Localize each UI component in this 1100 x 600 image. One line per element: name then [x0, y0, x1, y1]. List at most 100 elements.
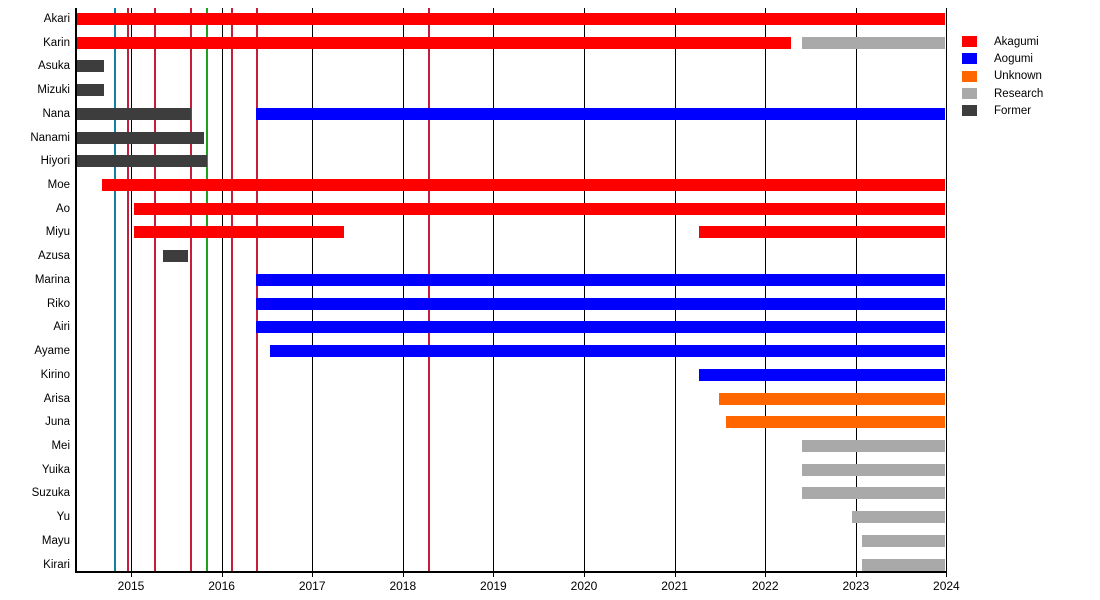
- member-name-label: Miyu: [45, 226, 70, 239]
- event-line: [127, 8, 130, 571]
- legend-item: Aogumi: [956, 50, 1043, 67]
- legend-label: Unknown: [994, 70, 1042, 83]
- year-gridline: [674, 8, 676, 571]
- member-name-label: Yu: [56, 511, 70, 524]
- x-axis-tick: [584, 571, 585, 577]
- year-gridline: [584, 8, 585, 571]
- y-axis-line: [75, 8, 77, 571]
- timeline-bar: [269, 345, 946, 358]
- x-axis-tick: [946, 571, 948, 577]
- member-name-label: Azusa: [38, 250, 70, 263]
- legend-item: Akagumi: [956, 33, 1043, 50]
- x-axis-tick-label: 2015: [117, 579, 145, 593]
- event-line: [113, 8, 116, 571]
- legend-swatch: [962, 105, 977, 117]
- member-name-label: Yuika: [41, 463, 70, 476]
- legend-label: Research: [994, 87, 1044, 100]
- year-gridline: [946, 8, 948, 571]
- x-axis-tick: [402, 571, 404, 577]
- member-name-label: Ayame: [34, 345, 70, 358]
- legend-label: Former: [994, 104, 1032, 117]
- x-axis-tick: [131, 571, 132, 577]
- member-name-label: Nanami: [30, 131, 70, 144]
- timeline-bar: [102, 179, 946, 192]
- timeline-bar: [76, 84, 104, 97]
- legend-item: Unknown: [956, 68, 1043, 85]
- member-name-label: Hiyori: [40, 155, 70, 168]
- member-name-label: Marina: [34, 273, 70, 286]
- member-name-label: Mayu: [41, 534, 70, 547]
- timeline-bar: [699, 368, 946, 381]
- timeline-bar: [162, 250, 189, 263]
- timeline-bar: [76, 36, 791, 49]
- timeline-bar: [76, 60, 104, 73]
- legend-swatch: [962, 70, 977, 82]
- event-line: [428, 8, 431, 571]
- member-name-label: Kirino: [40, 368, 70, 381]
- x-axis-tick-label: 2022: [751, 579, 779, 593]
- legend-label: Aogumi: [994, 52, 1033, 65]
- member-name-label: Asuka: [38, 60, 70, 73]
- timeline-bar: [256, 273, 946, 286]
- timeline-bar: [718, 392, 946, 405]
- member-name-label: Riko: [46, 297, 70, 310]
- timeline-bar: [802, 463, 946, 476]
- x-axis-tick: [674, 571, 676, 577]
- timeline-bar: [76, 13, 946, 25]
- event-line: [153, 8, 156, 571]
- timeline-bar: [256, 107, 946, 120]
- member-name-label: Airi: [53, 321, 70, 334]
- x-axis-tick: [221, 571, 223, 577]
- legend-swatch: [962, 36, 977, 48]
- timeline-bar: [802, 487, 946, 500]
- event-line: [206, 8, 209, 571]
- timeline-bar: [802, 439, 946, 452]
- event-line: [255, 8, 258, 571]
- timeline-bar: [133, 202, 946, 215]
- x-axis-line: [75, 571, 948, 573]
- legend-swatch: [962, 88, 977, 100]
- x-axis-tick-label: 2017: [298, 579, 326, 593]
- legend: Akagumi Aogumi Unknown Research Former: [956, 33, 1043, 119]
- year-gridline: [221, 8, 223, 571]
- member-name-label: Moe: [47, 179, 70, 192]
- timeline-bar: [802, 36, 946, 49]
- member-name-label: Ao: [55, 202, 70, 215]
- timeline-bar: [256, 297, 946, 310]
- legend-label: Akagumi: [994, 35, 1039, 48]
- timeline-bar: [862, 558, 946, 571]
- member-name-label: Akari: [43, 13, 70, 25]
- event-line: [231, 8, 234, 571]
- member-name-label: Kirari: [43, 558, 70, 571]
- timeline-bar: [862, 534, 946, 547]
- timeline-bar: [76, 155, 208, 168]
- x-axis-tick-label: 2018: [389, 579, 417, 593]
- legend-item: Former: [956, 102, 1043, 119]
- year-gridline: [493, 8, 495, 571]
- year-gridline: [402, 8, 404, 571]
- timeline-bar: [726, 416, 946, 429]
- timeline-bar: [699, 226, 946, 239]
- member-name-label: Mizuki: [37, 84, 70, 97]
- member-name-label: Suzuka: [31, 487, 70, 500]
- member-name-label: Juna: [45, 416, 70, 429]
- x-axis-tick-label: 2023: [842, 579, 870, 593]
- x-axis-tick-label: 2024: [933, 579, 960, 593]
- x-axis-tick: [855, 571, 857, 577]
- member-name-label: Nana: [42, 107, 71, 120]
- timeline-bar: [256, 321, 946, 334]
- x-axis-tick-label: 2021: [661, 579, 688, 593]
- legend-item: Research: [956, 85, 1043, 102]
- timeline-bar: [76, 107, 191, 120]
- legend-swatch: [962, 53, 977, 65]
- member-name-label: Karin: [43, 36, 70, 49]
- x-axis-tick-label: 2019: [480, 579, 507, 593]
- x-axis-tick: [765, 571, 767, 577]
- event-line: [189, 8, 192, 571]
- year-gridline: [855, 8, 857, 571]
- timeline-bar: [852, 511, 946, 524]
- x-axis-tick-label: 2016: [208, 579, 235, 593]
- timeline-bar: [133, 226, 344, 239]
- timeline-bar: [76, 131, 205, 144]
